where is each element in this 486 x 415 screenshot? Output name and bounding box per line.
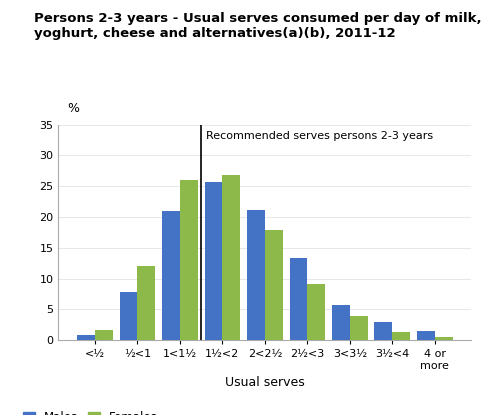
Bar (417, 331, 435, 340)
Text: Recommended serves persons 2-3 years: Recommended serves persons 2-3 years (206, 131, 434, 141)
Bar (435, 337, 452, 340)
Bar (307, 283, 325, 340)
Text: Persons 2-3 years - Usual serves consumed per day of milk,
yoghurt, cheese and a: Persons 2-3 years - Usual serves consume… (34, 12, 482, 40)
Bar (332, 305, 350, 340)
Bar (180, 180, 198, 340)
Bar (265, 230, 283, 340)
Bar (162, 211, 180, 340)
Legend: Males, Females: Males, Females (23, 411, 158, 415)
Bar (392, 332, 410, 340)
Bar (205, 183, 223, 340)
Bar (95, 330, 113, 340)
Bar (375, 322, 392, 340)
Bar (120, 292, 138, 340)
Text: %: % (68, 102, 80, 115)
Bar (223, 175, 240, 340)
Bar (138, 266, 155, 340)
Bar (290, 258, 307, 340)
X-axis label: Usual serves: Usual serves (225, 376, 305, 390)
Bar (77, 335, 95, 340)
Bar (350, 316, 368, 340)
Bar (247, 210, 265, 340)
